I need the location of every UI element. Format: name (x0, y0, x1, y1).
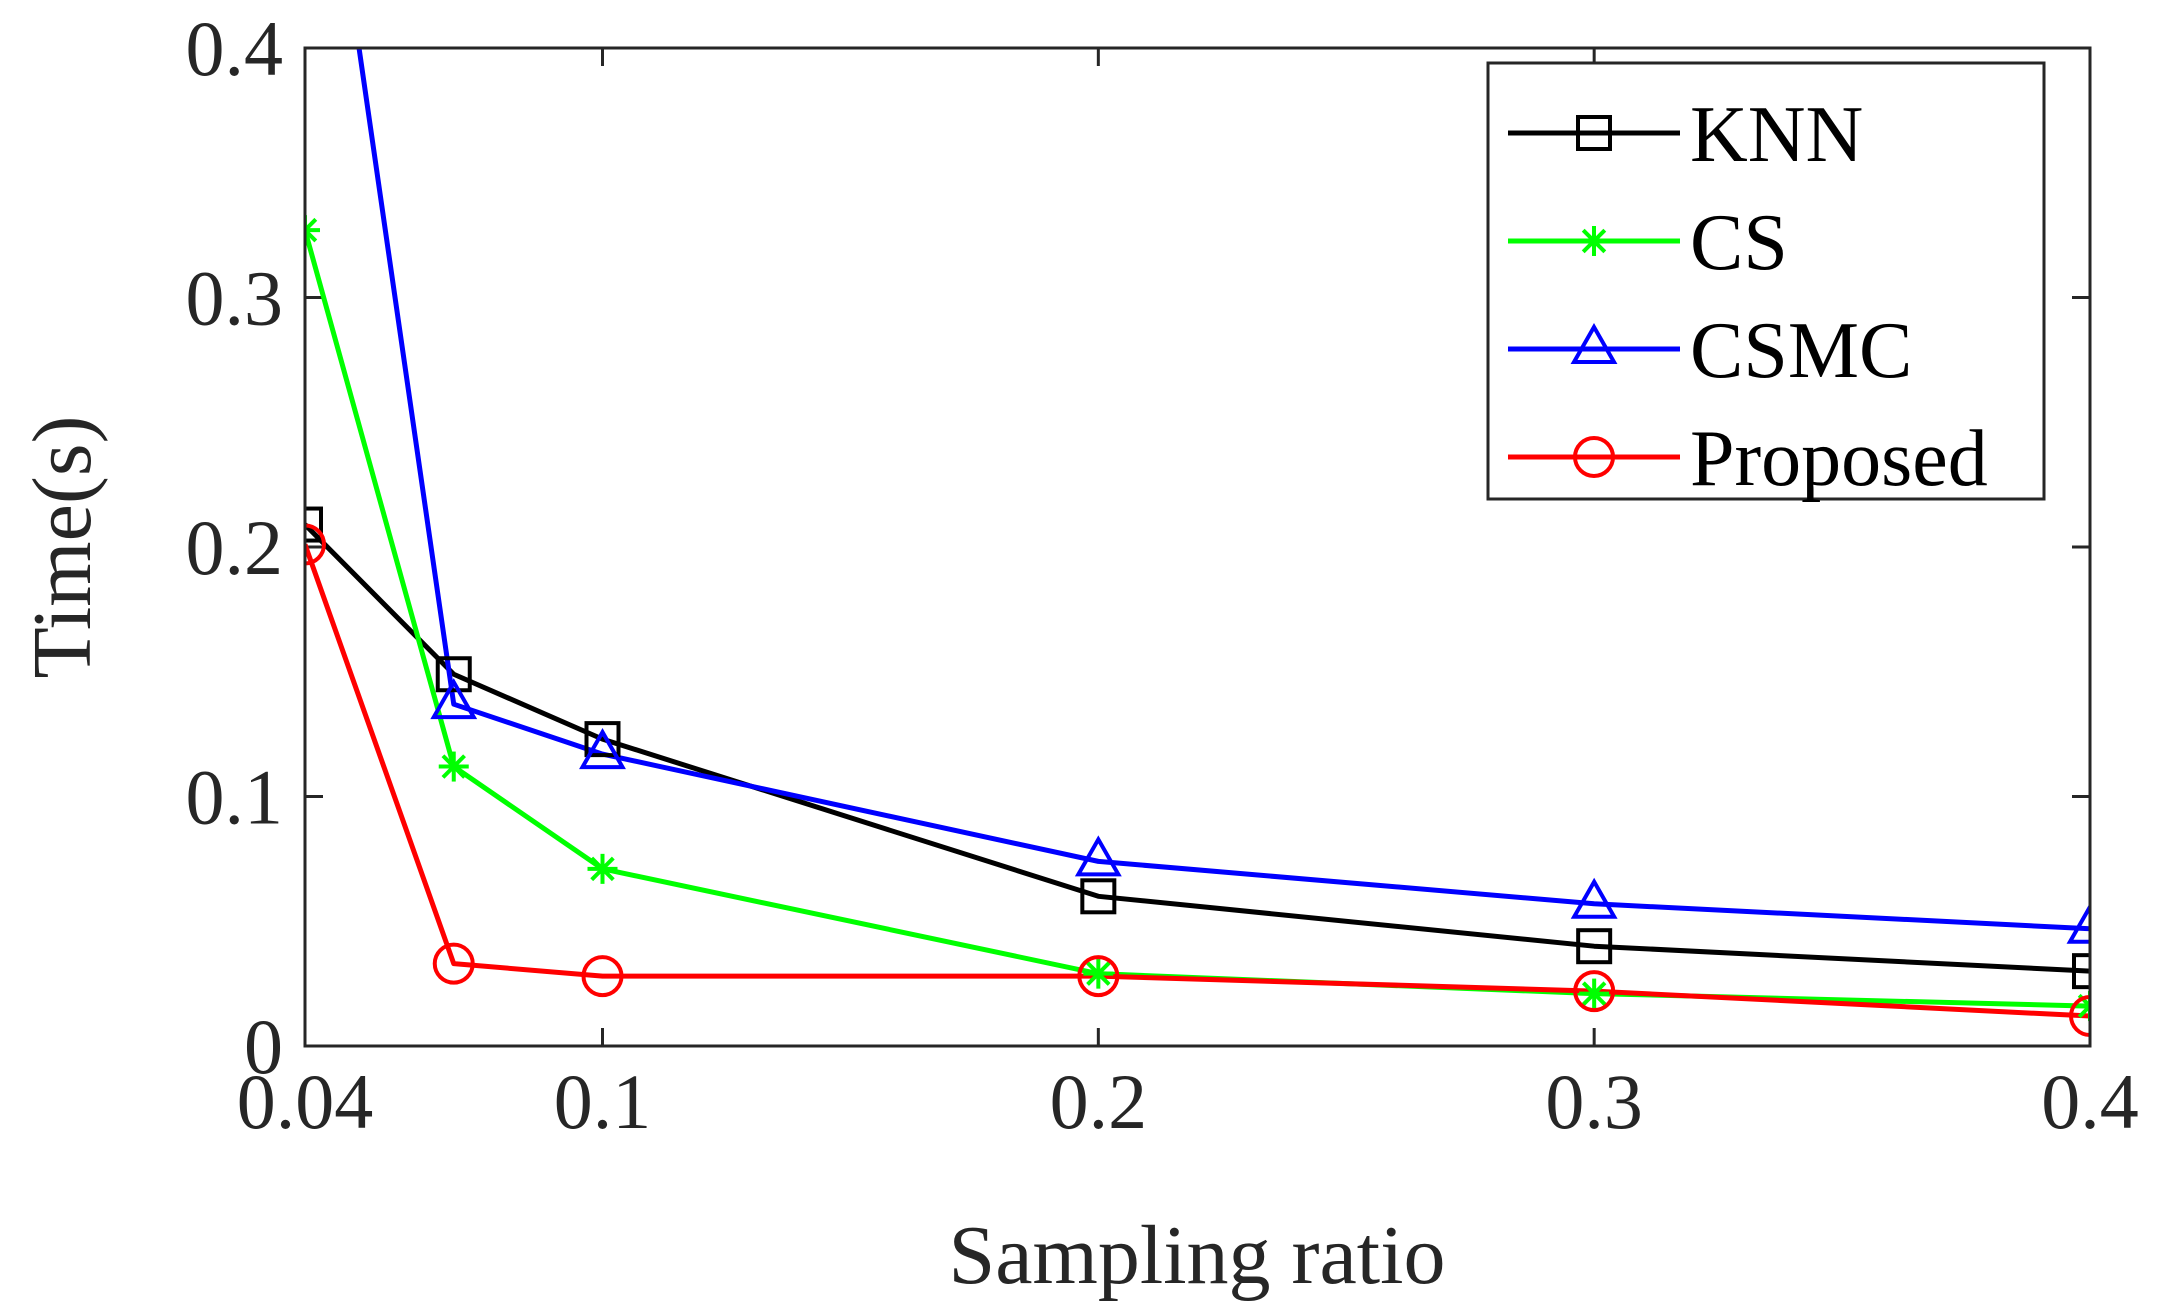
legend-marker-cs (1579, 226, 1609, 256)
y-tick-label: 0.2 (186, 504, 284, 591)
legend-label-cs: CS (1690, 199, 1788, 287)
data-point-knn (1080, 878, 1117, 915)
data-point-proposed (432, 942, 475, 985)
data-point-csmc (1074, 835, 1122, 877)
data-point-knn (435, 656, 472, 693)
data-point-proposed (1077, 955, 1120, 998)
axes-box (303, 46, 2092, 1048)
data-point-cs (1579, 978, 1610, 1009)
y-tick-label: 0 (244, 1003, 283, 1090)
x-tick-label: 0.3 (1545, 1058, 1643, 1145)
legend-item-cs: CS (1508, 199, 1788, 287)
legend-item-csmc: CSMC (1508, 307, 1912, 395)
data-point-cs (1083, 958, 1114, 989)
legend-label-knn: KNN (1690, 91, 1863, 179)
legend-label-csmc: CSMC (1690, 307, 1912, 395)
x-tick-label: 0.4 (2041, 1058, 2139, 1145)
data-point-proposed (581, 955, 624, 998)
data-point-proposed (1573, 970, 1616, 1013)
legend-marker-proposed (1573, 436, 1615, 478)
y-tick-label: 0.4 (186, 5, 284, 92)
data-point-knn (305, 506, 323, 543)
data-point-knn (584, 721, 621, 758)
series-line-knn (305, 522, 2090, 974)
tick-labels: 0.04 0.1 0.2 0.3 0.4 0 0.1 0.2 0.3 0.4 (186, 5, 2139, 1145)
y-tick-label: 0.3 (186, 255, 284, 342)
x-tick-label: 0.1 (554, 1058, 652, 1145)
legend-box (1486, 61, 2046, 501)
data-point-knn (1576, 928, 1613, 965)
data-point-proposed (305, 523, 326, 566)
legend-marker-knn (1576, 115, 1612, 151)
y-tick-label: 0.1 (186, 754, 284, 841)
data-point-cs (305, 215, 320, 246)
series-line-proposed (305, 543, 2090, 1019)
series-lines (305, 48, 2090, 1019)
data-point-csmc (430, 678, 478, 720)
legend: KNN CS CSMC Proposed (1486, 61, 2046, 503)
data-point-csmc (1570, 877, 1618, 919)
data-point-cs (587, 853, 618, 884)
legend-marker-csmc (1570, 322, 1618, 364)
x-tick-label: 0.04 (237, 1058, 374, 1145)
x-tick-label: 0.2 (1050, 1058, 1148, 1145)
data-point-proposed (2069, 995, 2090, 1038)
legend-item-proposed: Proposed (1508, 415, 1988, 503)
data-point-csmc (579, 728, 626, 770)
series-markers (305, 215, 2090, 1038)
data-point-cs (438, 751, 469, 782)
x-axis-title: Sampling ratio (949, 1209, 1446, 1302)
data-point-knn (2072, 953, 2090, 990)
legend-item-knn: KNN (1508, 91, 1863, 179)
series-line-csmc (356, 48, 2090, 932)
data-point-csmc (2066, 902, 2090, 944)
legend-label-proposed: Proposed (1690, 415, 1988, 503)
y-axis-title: Time(s) (16, 416, 109, 679)
